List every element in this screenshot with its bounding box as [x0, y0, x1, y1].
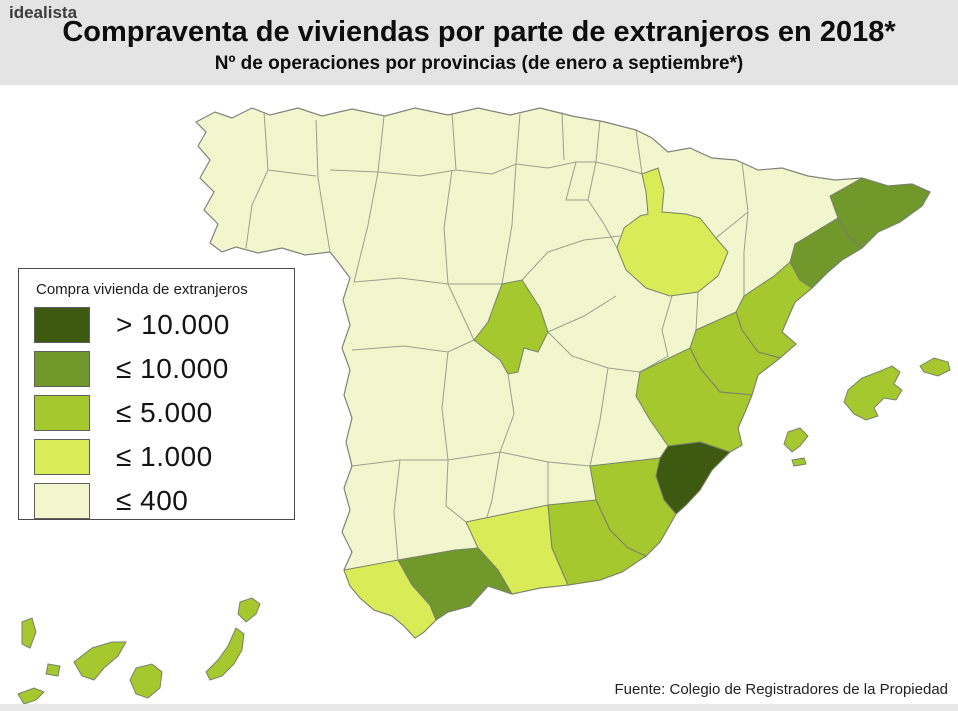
- legend-title: Compra vivienda de extranjeros: [36, 281, 248, 298]
- legend-label: > 10.000: [116, 309, 230, 340]
- island-lanzarote: [237, 597, 261, 623]
- header-band: idealista Compraventa de viviendas por p…: [0, 0, 958, 85]
- legend-label: ≤ 10.000: [116, 353, 229, 384]
- page-title: Compraventa de viviendas por parte de ex…: [62, 16, 896, 48]
- legend-swatch-le10000: [34, 351, 90, 387]
- legend-swatch-gt10000: [34, 307, 90, 343]
- legend-row: ≤ 10.000: [34, 350, 294, 388]
- province-malaga: [397, 547, 514, 621]
- bottom-bar: [0, 704, 958, 711]
- legend-swatch-le1000: [34, 439, 90, 475]
- idealista-logo: idealista: [9, 3, 78, 22]
- legend-label: ≤ 1.000: [116, 441, 213, 472]
- legend-swatch-le400: [34, 483, 90, 519]
- province-almeria: [547, 499, 648, 586]
- legend-row: ≤ 400: [34, 482, 294, 520]
- island-gran-canaria: [129, 663, 163, 699]
- island-la-palma: [21, 617, 37, 649]
- province-madrid: [473, 279, 549, 375]
- island-la-gomera: [45, 663, 61, 677]
- legend-row: ≤ 1.000: [34, 438, 294, 476]
- island-menorca: [919, 357, 951, 377]
- province-borders: [245, 111, 749, 561]
- island-formentera: [791, 457, 807, 467]
- legend-label: ≤ 5.000: [116, 397, 213, 428]
- legend-row: > 10.000: [34, 306, 294, 344]
- legend-swatch-le5000: [34, 395, 90, 431]
- province-valencia: [635, 347, 753, 453]
- island-ibiza: [783, 427, 809, 453]
- island-el-hierro: [17, 687, 45, 705]
- island-tenerife: [73, 641, 127, 681]
- island-fuerteventura: [205, 627, 245, 681]
- province-zaragoza: [616, 167, 729, 297]
- legend-label: ≤ 400: [116, 485, 189, 516]
- map-legend: Compra vivienda de extranjeros > 10.000 …: [18, 268, 295, 520]
- province-barcelona: [789, 217, 863, 289]
- island-mallorca: [843, 365, 903, 421]
- province-alicante: [655, 441, 731, 515]
- legend-row: ≤ 5.000: [34, 394, 294, 432]
- page-subtitle: Nº de operaciones por provincias (de ene…: [214, 53, 744, 74]
- source-attribution: Fuente: Colegio de Registradores de la P…: [614, 681, 948, 698]
